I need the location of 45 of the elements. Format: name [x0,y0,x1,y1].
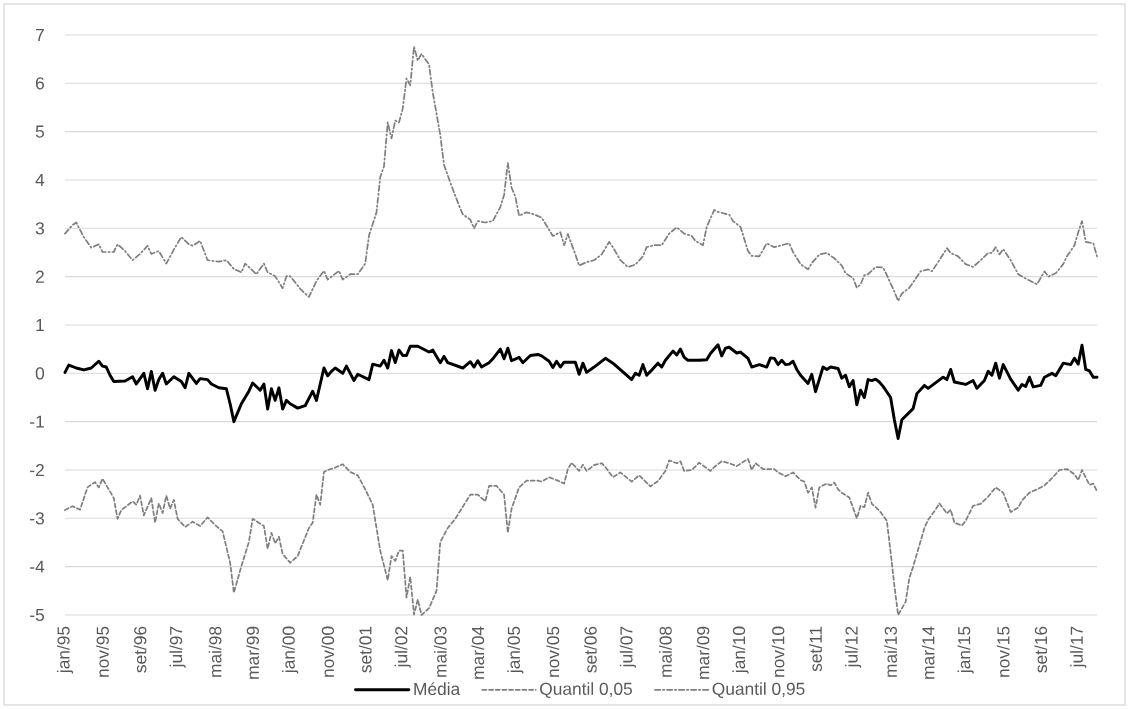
x-tick-label: nov/10 [771,626,785,677]
legend-label: Quantil 0,05 [540,682,632,699]
y-tick-label: 6 [35,77,44,90]
y-tick-label: -3 [30,512,44,525]
x-tick-label: jan/95 [56,626,74,674]
x-tick-label: jul/12 [844,626,862,668]
y-tick-label: 0 [35,367,45,380]
x-tick-label: jan/05 [507,626,524,674]
y-tick-label: 5 [35,125,45,138]
x-tick-label: nov/95 [96,626,109,677]
y-tick-label: 2 [35,270,44,283]
x-tick-label: nov/15 [996,626,1010,677]
x-tick-label: jan/15 [957,626,974,674]
x-tick-label: jul/02 [394,626,411,668]
x-tick-label: mar/04 [471,626,485,679]
y-tick-label: -2 [30,463,44,477]
y-tick-label: -5 [30,608,45,622]
y-tick-label: -1 [30,415,44,428]
x-tick-label: set/06 [584,626,597,673]
legend-label: Média [414,682,461,696]
x-tick-label: mai/13 [884,626,897,677]
x-tick-label: set/11 [809,626,822,672]
y-tick-label: 1 [36,319,44,331]
x-tick-label: jul/07 [619,626,636,668]
x-tick-label: mar/09 [696,626,710,679]
x-tick-label: mai/08 [659,626,672,677]
y-tick-label: 7 [36,29,44,41]
x-tick-label: mar/14 [921,626,935,679]
legend-label: Quantil 0,95 [712,682,805,699]
x-tick-label: jan/10 [732,626,749,674]
x-tick-label: nov/00 [321,626,335,677]
x-tick-label: mai/03 [433,626,447,677]
x-tick-label: set/16 [1034,626,1048,673]
x-tick-label: mai/98 [208,626,222,677]
x-tick-label: jul/97 [169,626,186,668]
x-tick-label: jul/17 [1070,626,1087,668]
x-tick-label: set/01 [358,626,372,673]
y-tick-label: 3 [35,222,44,235]
x-tick-label: nov/05 [546,626,560,677]
x-tick-label: mar/99 [246,626,259,679]
x-tick-label: jan/00 [282,626,299,674]
x-tick-label: set/96 [133,626,147,673]
y-tick-label: -4 [30,560,45,573]
y-tick-label: 4 [35,174,45,186]
line-series [64,458,1098,616]
